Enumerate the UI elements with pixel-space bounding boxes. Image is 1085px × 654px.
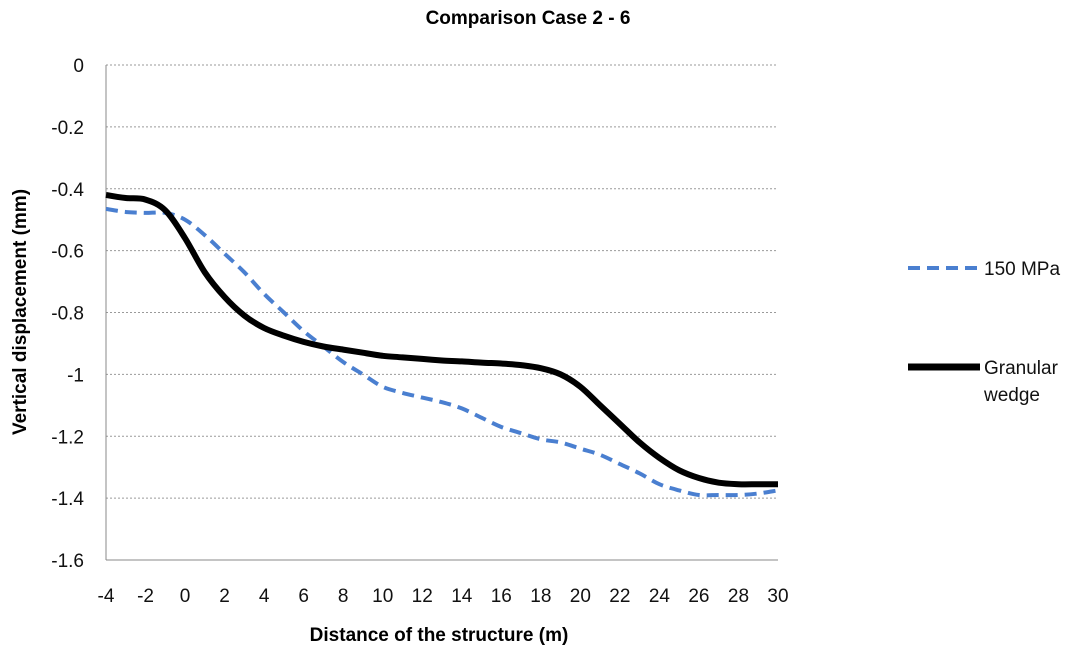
x-tick-label: 20 xyxy=(570,586,591,607)
x-tick-label: 18 xyxy=(530,586,551,607)
legend-label-granular-wedge: Granular wedge xyxy=(983,358,1063,406)
x-tick-label: 8 xyxy=(338,586,349,607)
series-line-150-mpa xyxy=(105,206,779,498)
y-tick-label: -0.8 xyxy=(51,304,84,325)
x-tick-label: 30 xyxy=(767,586,788,607)
x-tick-label: 12 xyxy=(412,586,433,607)
x-tick-labels: -4 -2 0 2 4 6 8 10 12 14 16 18 20 22 24 26 28 30 xyxy=(98,586,789,607)
legend-label-150-mpa: 150 MPa xyxy=(984,259,1060,280)
y-tick-label: -0.2 xyxy=(51,118,84,139)
x-tick-label: 14 xyxy=(451,586,473,607)
x-tick-label: 16 xyxy=(491,586,512,607)
series-lines xyxy=(105,191,779,498)
series-line-granular-wedge xyxy=(105,191,778,488)
y-tick-label: -0.6 xyxy=(51,242,84,263)
x-tick-label: 10 xyxy=(372,586,393,607)
gridlines xyxy=(106,64,778,561)
chart-title: Comparison Case 2 - 6 xyxy=(426,8,631,29)
x-tick-label: 6 xyxy=(298,586,309,607)
y-tick-labels: 0 -0.2 -0.4 -0.6 -0.8 -1 -1.2 -1.4 -1.6 xyxy=(51,56,84,572)
x-axis-title: Distance of the structure (m) xyxy=(310,625,569,646)
legend-label-line-2: wedge xyxy=(983,385,1040,406)
y-tick-label: -1 xyxy=(67,365,84,386)
x-tick-label: 26 xyxy=(688,586,709,607)
y-tick-label: 0 xyxy=(73,56,84,77)
x-tick-label: 4 xyxy=(259,586,270,607)
y-tick-label: -1.2 xyxy=(51,427,84,448)
x-tick-label: 2 xyxy=(219,586,230,607)
y-tick-label: -1.4 xyxy=(51,489,84,510)
legend-label-line-1: Granular xyxy=(984,358,1059,379)
y-tick-label: -0.4 xyxy=(51,180,84,201)
x-tick-label: 0 xyxy=(180,586,191,607)
x-tick-label: 24 xyxy=(649,586,671,607)
y-axis-title: Vertical displacement (mm) xyxy=(10,189,31,435)
y-tick-label: -1.6 xyxy=(51,551,84,572)
x-tick-label: 28 xyxy=(728,586,749,607)
x-tick-label: -2 xyxy=(137,586,154,607)
x-tick-label: 22 xyxy=(609,586,630,607)
legend: 150 MPa Granular wedge xyxy=(908,259,1063,406)
x-tick-label: -4 xyxy=(98,586,115,607)
